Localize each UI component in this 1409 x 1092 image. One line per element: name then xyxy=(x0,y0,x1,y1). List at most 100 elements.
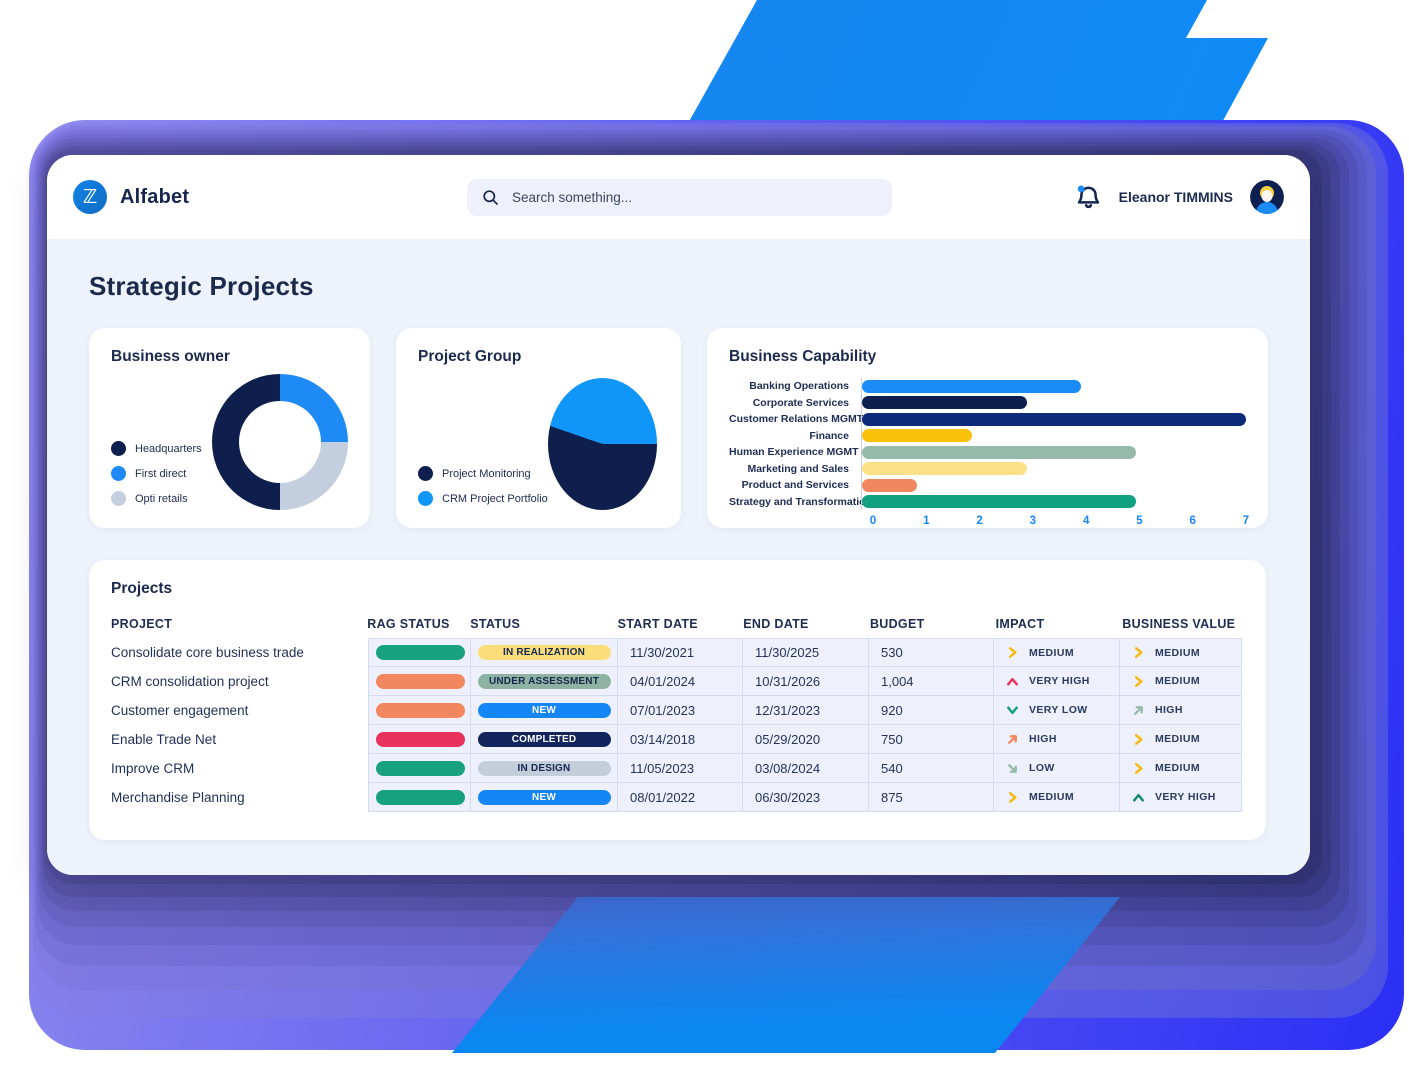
bar-chart-x-axis: 0 1 2 3 4 5 6 7 xyxy=(870,515,1250,531)
status-cell: NEW xyxy=(470,783,617,812)
project-cell: CRM consolidation project xyxy=(111,667,368,696)
legend-item: First direct xyxy=(111,466,202,481)
business-value-cell: VERY HIGH xyxy=(1119,783,1242,812)
legend-swatch xyxy=(111,466,126,481)
start-date-cell: 11/30/2021 xyxy=(617,638,742,667)
logo-glyph: ℤ xyxy=(82,185,98,208)
project-name: Enable Trade Net xyxy=(111,732,217,747)
rating-label: HIGH xyxy=(1029,733,1057,745)
bar-category-label: Product and Services xyxy=(741,479,849,492)
project-group-card: Project Group Project Monitoring CRM Proj… xyxy=(396,328,681,528)
x-axis-tick: 2 xyxy=(976,515,983,527)
table-row[interactable]: Merchandise Planning NEW 08/01/2022 06/30/2… xyxy=(111,783,1244,812)
column-header-business-value: BUSINESS VALUE xyxy=(1122,617,1236,631)
column-header-project: PROJECT xyxy=(111,617,173,631)
legend-label: First direct xyxy=(135,467,187,480)
rag-status-pill xyxy=(376,789,465,805)
start-date-cell: 07/01/2023 xyxy=(617,696,742,725)
rag-status-pill xyxy=(376,731,465,747)
status-cell: IN DESIGN xyxy=(470,754,617,783)
project-group-legend: Project Monitoring CRM Project Portfolio xyxy=(418,466,548,514)
column-header-status: STATUS xyxy=(470,617,521,631)
impact-cell: MEDIUM xyxy=(993,638,1119,667)
impact-cell: MEDIUM xyxy=(993,783,1119,812)
bar-chart-plot xyxy=(861,378,1246,510)
status-badge: NEW xyxy=(477,789,611,805)
project-cell: Merchandise Planning xyxy=(111,783,368,812)
app-window: ℤ Alfabet Eleanor TIMMINS xyxy=(47,155,1310,875)
legend-item: Project Monitoring xyxy=(418,466,548,481)
legend-swatch xyxy=(418,466,433,481)
rag-status-pill xyxy=(376,673,465,689)
rag-status-cell xyxy=(368,754,470,783)
x-axis-tick: 1 xyxy=(923,515,930,527)
table-row[interactable]: Customer engagement NEW 07/01/2023 12/31/20… xyxy=(111,696,1244,725)
rating-label: LOW xyxy=(1029,762,1055,774)
top-bar: ℤ Alfabet Eleanor TIMMINS xyxy=(47,155,1310,239)
table-row[interactable]: Consolidate core business trade IN REALIZ… xyxy=(111,638,1244,667)
bar-2 xyxy=(862,412,1246,426)
business-value-cell: MEDIUM xyxy=(1119,754,1242,783)
avatar[interactable] xyxy=(1250,180,1284,214)
arrow-up-right-icon xyxy=(1005,732,1020,747)
rag-status-cell xyxy=(368,638,470,667)
project-name: CRM consolidation project xyxy=(111,674,269,689)
budget-cell: 920 xyxy=(868,696,993,725)
bar-row xyxy=(862,395,1246,411)
budget-cell: 1,004 xyxy=(868,667,993,696)
legend-item: CRM Project Portfolio xyxy=(418,491,548,506)
status-badge: IN DESIGN xyxy=(477,760,611,776)
rating: MEDIUM xyxy=(1120,645,1200,660)
brand[interactable]: ℤ Alfabet xyxy=(73,180,467,214)
projects-table: PROJECT RAG STATUS STATUS START DATE END DAT… xyxy=(111,610,1244,812)
table-row[interactable]: Improve CRM IN DESIGN 11/05/2023 03/08/2024… xyxy=(111,754,1244,783)
rating: MEDIUM xyxy=(994,790,1074,805)
bar-row xyxy=(862,428,1246,444)
search-input[interactable] xyxy=(510,188,877,206)
business-owner-donut-chart xyxy=(212,374,348,510)
table-row[interactable]: Enable Trade Net COMPLETED 03/14/2018 05/29… xyxy=(111,725,1244,754)
user-name: Eleanor TIMMINS xyxy=(1118,189,1233,205)
rag-status-cell xyxy=(368,725,470,754)
user-area: Eleanor TIMMINS xyxy=(1075,180,1284,214)
status-badge: IN REALIZATION xyxy=(477,645,611,660)
rating-label: MEDIUM xyxy=(1155,733,1200,745)
rag-status-pill xyxy=(376,702,465,718)
rating: VERY LOW xyxy=(994,703,1088,718)
x-axis-tick: 6 xyxy=(1189,515,1196,527)
rating: MEDIUM xyxy=(1120,732,1200,747)
arrow-up-right-icon xyxy=(1131,703,1146,718)
budget-cell: 530 xyxy=(868,638,993,667)
table-row[interactable]: CRM consolidation project UNDER ASSESSMEN… xyxy=(111,667,1244,696)
bar-category-label: Finance xyxy=(809,429,849,442)
column-header-end-date: END DATE xyxy=(743,617,809,631)
start-date-cell: 08/01/2022 xyxy=(617,783,742,812)
rating-label: VERY HIGH xyxy=(1029,675,1090,687)
bar-4 xyxy=(862,445,1137,459)
bar-chart-labels: Banking Operations Corporate Services Cust… xyxy=(729,378,872,510)
bar-row xyxy=(862,461,1246,477)
end-date-cell: 05/29/2020 xyxy=(742,725,868,754)
business-value-cell: MEDIUM xyxy=(1119,638,1242,667)
bar-category-label: Marketing and Sales xyxy=(747,462,849,475)
business-capability-bar-chart: Banking Operations Corporate Services Cust… xyxy=(729,378,1246,510)
project-name: Merchandise Planning xyxy=(111,790,245,805)
project-name: Improve CRM xyxy=(111,761,195,776)
impact-cell: VERY HIGH xyxy=(993,667,1119,696)
card-title: Business owner xyxy=(111,348,230,365)
search-box[interactable] xyxy=(467,178,892,216)
legend-swatch xyxy=(418,491,433,506)
app-name: Alfabet xyxy=(120,185,190,208)
table-header-row: PROJECT RAG STATUS STATUS START DATE END DAT… xyxy=(111,610,1244,638)
legend-item: Headquarters xyxy=(111,441,202,456)
table-body: Consolidate core business trade IN REALIZ… xyxy=(111,638,1244,812)
bar-7 xyxy=(862,495,1137,509)
rag-status-cell xyxy=(368,783,470,812)
project-name: Consolidate core business trade xyxy=(111,645,304,660)
end-date-cell: 10/31/2026 xyxy=(742,667,868,696)
notification-bell-icon[interactable] xyxy=(1075,184,1102,211)
legend-label: Headquarters xyxy=(135,442,202,455)
start-date-cell: 11/05/2023 xyxy=(617,754,742,783)
end-date-cell: 12/31/2023 xyxy=(742,696,868,725)
x-axis-tick: 7 xyxy=(1242,515,1250,527)
